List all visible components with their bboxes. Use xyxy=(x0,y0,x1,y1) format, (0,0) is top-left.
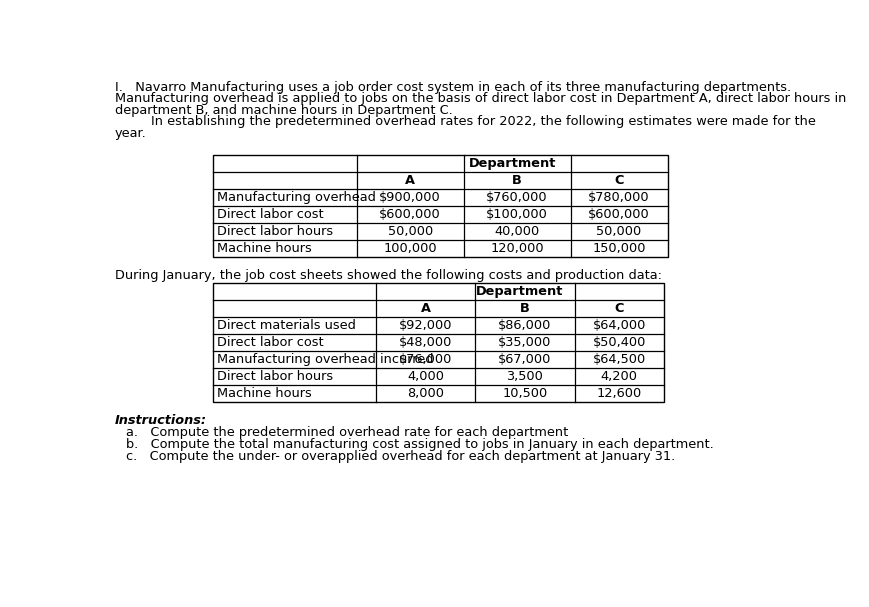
Text: Machine hours: Machine hours xyxy=(217,387,312,399)
Text: Department: Department xyxy=(475,285,563,298)
Text: A: A xyxy=(421,302,430,315)
Text: $64,500: $64,500 xyxy=(592,353,645,366)
Text: Machine hours: Machine hours xyxy=(217,242,312,255)
Text: year.: year. xyxy=(115,127,147,140)
Text: 100,000: 100,000 xyxy=(383,242,436,255)
Text: $92,000: $92,000 xyxy=(399,319,452,332)
Text: 150,000: 150,000 xyxy=(592,242,645,255)
Text: $67,000: $67,000 xyxy=(498,353,551,366)
Text: 10,500: 10,500 xyxy=(501,387,547,399)
Text: 50,000: 50,000 xyxy=(388,225,433,238)
Text: B: B xyxy=(520,302,529,315)
Bar xyxy=(213,283,663,402)
Text: a.   Compute the predetermined overhead rate for each department: a. Compute the predetermined overhead ra… xyxy=(126,426,567,439)
Text: $900,000: $900,000 xyxy=(379,191,441,204)
Text: 4,200: 4,200 xyxy=(600,370,637,383)
Bar xyxy=(213,155,667,257)
Text: $600,000: $600,000 xyxy=(379,208,441,221)
Text: 12,600: 12,600 xyxy=(596,387,641,399)
Text: $100,000: $100,000 xyxy=(486,208,547,221)
Text: $760,000: $760,000 xyxy=(486,191,547,204)
Text: Instructions:: Instructions: xyxy=(115,414,207,427)
Text: Direct labor hours: Direct labor hours xyxy=(217,370,333,383)
Text: Direct materials used: Direct materials used xyxy=(217,319,355,332)
Text: c.   Compute the under- or overapplied overhead for each department at January 3: c. Compute the under- or overapplied ove… xyxy=(126,450,674,463)
Text: Manufacturing overhead: Manufacturing overhead xyxy=(217,191,375,204)
Text: Department: Department xyxy=(468,157,555,170)
Text: 50,000: 50,000 xyxy=(596,225,641,238)
Text: $76,000: $76,000 xyxy=(399,353,452,366)
Text: $86,000: $86,000 xyxy=(498,319,551,332)
Text: $600,000: $600,000 xyxy=(587,208,649,221)
Text: Direct labor cost: Direct labor cost xyxy=(217,336,323,349)
Text: Manufacturing overhead is applied to jobs on the basis of direct labor cost in D: Manufacturing overhead is applied to job… xyxy=(115,92,846,105)
Text: In establishing the predetermined overhead rates for 2022, the following estimat: In establishing the predetermined overhe… xyxy=(151,115,815,128)
Text: $50,400: $50,400 xyxy=(592,336,645,349)
Text: C: C xyxy=(614,174,623,187)
Text: 40,000: 40,000 xyxy=(494,225,539,238)
Text: B: B xyxy=(512,174,521,187)
Text: Manufacturing overhead incurred: Manufacturing overhead incurred xyxy=(217,353,434,366)
Text: $48,000: $48,000 xyxy=(399,336,452,349)
Text: $780,000: $780,000 xyxy=(587,191,649,204)
Text: 4,000: 4,000 xyxy=(407,370,444,383)
Text: Direct labor cost: Direct labor cost xyxy=(217,208,323,221)
Text: 8,000: 8,000 xyxy=(407,387,444,399)
Text: A: A xyxy=(405,174,415,187)
Text: I.   Navarro Manufacturing uses a job order cost system in each of its three man: I. Navarro Manufacturing uses a job orde… xyxy=(115,81,790,93)
Text: department B, and machine hours in Department C.: department B, and machine hours in Depar… xyxy=(115,104,452,117)
Text: During January, the job cost sheets showed the following costs and production da: During January, the job cost sheets show… xyxy=(115,269,661,282)
Text: C: C xyxy=(614,302,623,315)
Text: $35,000: $35,000 xyxy=(498,336,551,349)
Text: Direct labor hours: Direct labor hours xyxy=(217,225,333,238)
Text: b.   Compute the total manufacturing cost assigned to jobs in January in each de: b. Compute the total manufacturing cost … xyxy=(126,438,713,451)
Text: 3,500: 3,500 xyxy=(506,370,543,383)
Text: $64,000: $64,000 xyxy=(592,319,645,332)
Text: 120,000: 120,000 xyxy=(490,242,543,255)
